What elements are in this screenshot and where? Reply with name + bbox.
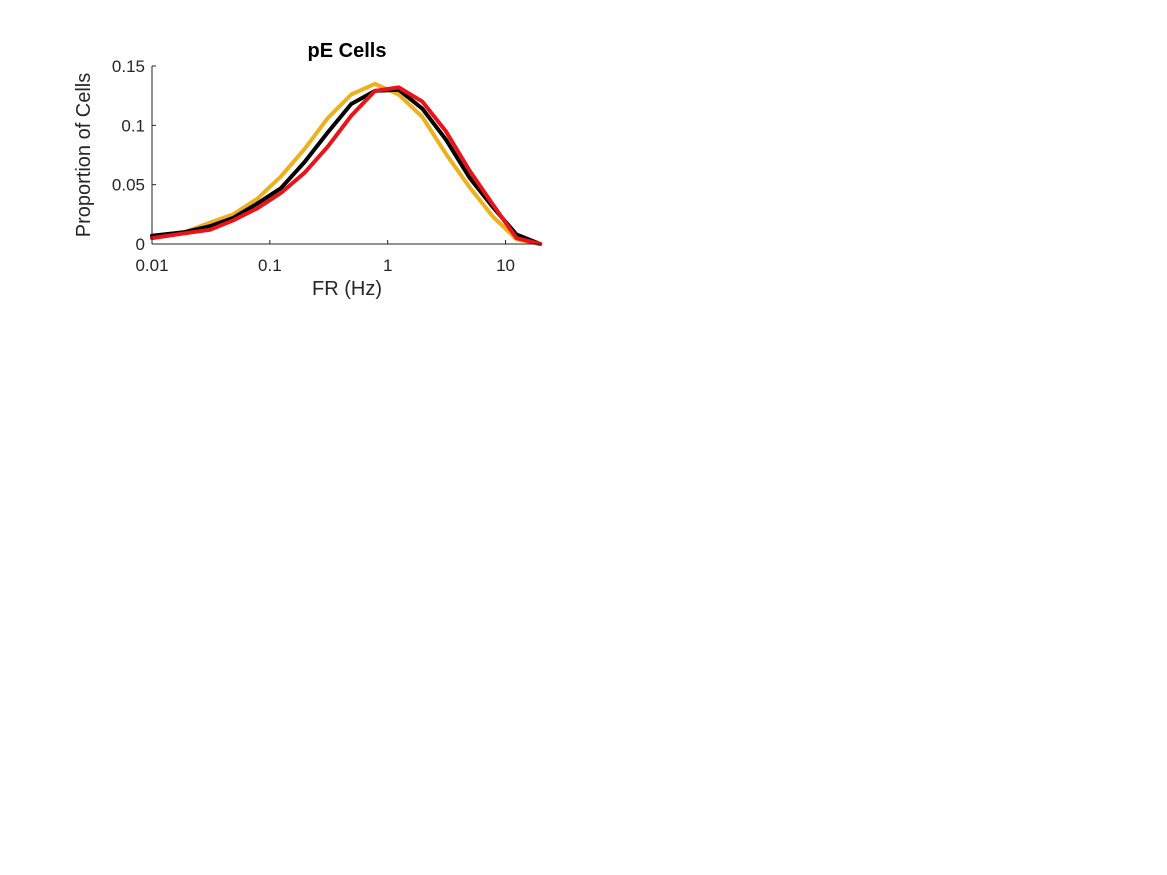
chart-title: pE Cells bbox=[308, 40, 387, 62]
y-axis-label: Proportion of Cells bbox=[73, 73, 95, 238]
x-tick-label: 1 bbox=[383, 256, 392, 275]
series-line-3 bbox=[150, 85, 543, 246]
x-ticks: 0.01 0.1 1 10 bbox=[135, 240, 515, 275]
x-axis-label: FR (Hz) bbox=[312, 278, 382, 300]
series-group bbox=[150, 81, 543, 246]
plot-area: 0.01 0.1 1 10 0 0.05 0.1 0.15 bbox=[112, 57, 543, 275]
x-tick-label: 0.1 bbox=[258, 256, 282, 275]
y-tick-label: 0 bbox=[136, 235, 145, 254]
series-line-2 bbox=[150, 87, 543, 246]
y-tick-label: 0.15 bbox=[112, 57, 145, 76]
y-tick-label: 0.05 bbox=[112, 176, 145, 195]
y-tick-label: 0.1 bbox=[121, 116, 145, 135]
x-tick-label: 10 bbox=[496, 256, 515, 275]
y-ticks: 0 0.05 0.1 0.15 bbox=[112, 57, 156, 254]
series-line-1 bbox=[150, 81, 543, 246]
x-tick-label: 0.01 bbox=[135, 256, 168, 275]
